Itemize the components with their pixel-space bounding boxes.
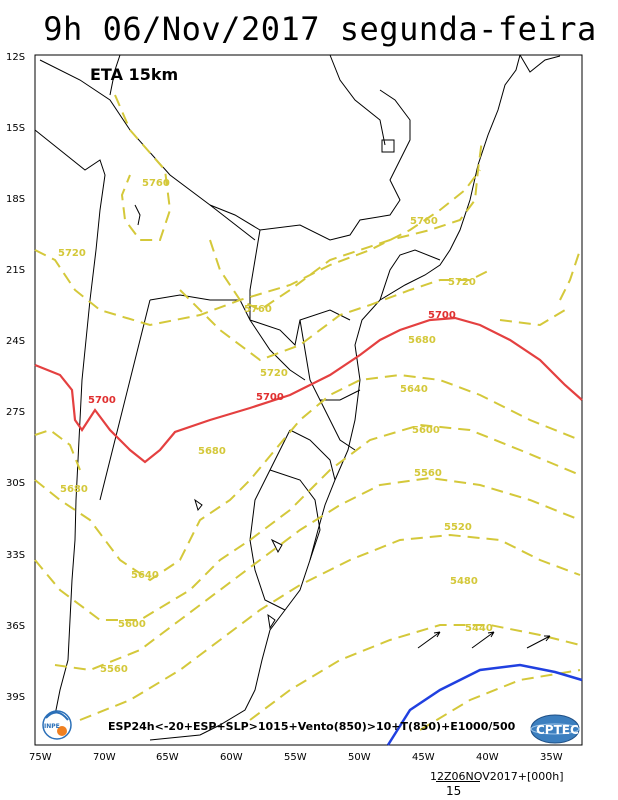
contour-label: 5520: [444, 522, 472, 533]
contour-label: 5760: [410, 216, 438, 227]
lon-label-40w: 40W: [476, 752, 499, 763]
lat-label-18s: 18S: [6, 194, 25, 205]
wind-vectors: [417, 631, 551, 649]
contour-label-red: 5700: [88, 395, 116, 406]
contour-label: 5600: [118, 619, 146, 630]
contour-label: 5600: [412, 425, 440, 436]
map-title: 9h 06/Nov/2017 segunda-feira: [43, 10, 597, 48]
lat-label-24s: 24S: [6, 336, 25, 347]
contour-blue: [386, 663, 583, 746]
lon-label-60w: 60W: [220, 752, 243, 763]
contour-label: 5560: [414, 468, 442, 479]
contour-label: 5680: [198, 446, 226, 457]
contour-label: 5720: [260, 368, 288, 379]
contour-label: 5480: [450, 576, 478, 587]
red-contour-labels: 5700 5700 5700: [88, 310, 456, 406]
lat-label-21s: 21S: [6, 265, 25, 276]
lat-label-27s: 27S: [6, 407, 25, 418]
longitude-labels: 75W 70W 65W 60W 55W 50W 45W 40W 35W: [29, 752, 563, 763]
footer-date: 12Z06NOV2017+[000h]: [430, 770, 564, 783]
contour-label: 5720: [58, 248, 86, 259]
lon-label-55w: 55W: [284, 752, 307, 763]
geopotential-contours: [34, 94, 581, 731]
inpe-logo-text: INPE: [44, 723, 60, 730]
latitude-labels: 12S 15S 18S 21S 24S 27S 30S 33S 36S 39S: [6, 52, 25, 703]
contour-label-red: 5700: [256, 392, 284, 403]
lat-label-15s: 15S: [6, 123, 25, 134]
contour-label: 5680: [60, 484, 88, 495]
contour-label: 5560: [100, 664, 128, 675]
contour-label: 5760: [244, 304, 272, 315]
yellow-contour-labels: 5760 5760 5720 5760 5720 5720 5680 5640 …: [58, 178, 493, 675]
lon-label-75w: 75W: [29, 752, 52, 763]
contour-label: 5640: [131, 570, 159, 581]
map-frame: [34, 54, 583, 746]
legend-text: ESP24h<-20+ESP+SLP>1015+Vento(850)>10+T(…: [108, 720, 516, 733]
lon-label-45w: 45W: [412, 752, 435, 763]
lat-label-12s: 12S: [6, 52, 25, 63]
lat-label-39s: 39S: [6, 692, 25, 703]
cptec-logo: CPTEC: [530, 714, 580, 744]
lat-label-33s: 33S: [6, 550, 25, 561]
lat-label-30s: 30S: [6, 478, 25, 489]
lon-label-65w: 65W: [156, 752, 179, 763]
model-label: ETA 15km: [90, 65, 178, 84]
contour-label: 5760: [142, 178, 170, 189]
lon-label-50w: 50W: [348, 752, 371, 763]
contour-label: 5440: [465, 623, 493, 634]
footer-scale-value: 15: [446, 784, 462, 798]
contour-label: 5640: [400, 384, 428, 395]
contour-label: 5720: [448, 277, 476, 288]
footer-scale-line: [436, 781, 480, 782]
inpe-logo: INPE: [42, 710, 72, 740]
contour-label-red: 5700: [428, 310, 456, 321]
contour-label: 5680: [408, 335, 436, 346]
lat-label-36s: 36S: [6, 621, 25, 632]
cptec-logo-text: CPTEC: [536, 723, 579, 737]
contour-5700-red: [34, 316, 583, 464]
lon-label-70w: 70W: [93, 752, 116, 763]
lon-label-35w: 35W: [540, 752, 563, 763]
